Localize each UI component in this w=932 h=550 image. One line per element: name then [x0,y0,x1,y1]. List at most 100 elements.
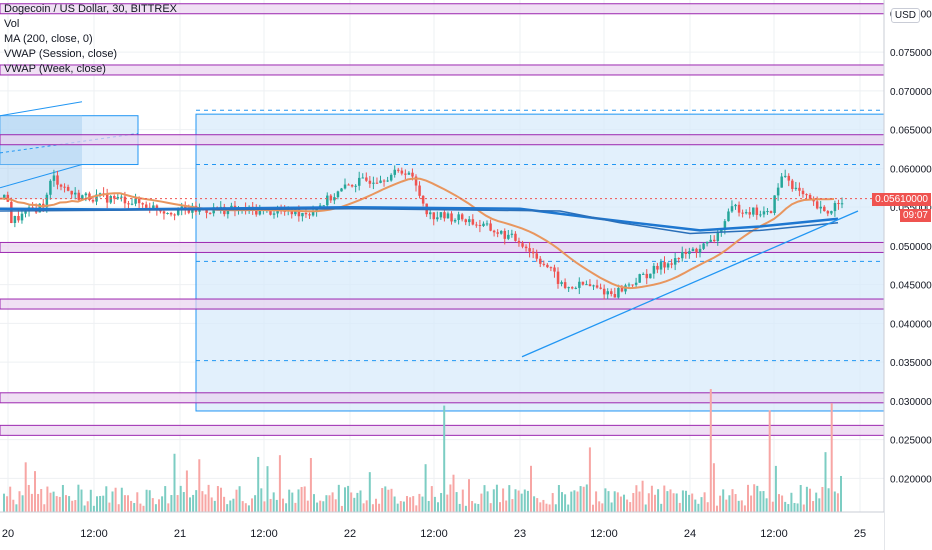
candle-body [670,263,673,265]
volume-bar [623,494,625,512]
volume-bar [241,501,244,512]
candle-body [169,213,173,215]
volume-bar [592,504,594,512]
volume-bar [821,486,824,512]
volume-bar [418,493,421,512]
currency-button[interactable]: USD [890,8,920,23]
left-zone-diagonal [0,164,83,189]
candle-body [436,217,439,220]
volume-bar [554,504,557,512]
candle-body [439,212,443,218]
indicator-ma[interactable]: MA (200, close, 0) [4,33,93,45]
volume-bar [375,498,377,512]
volume-bar [378,503,381,512]
volume-bar [220,487,222,512]
candle-body [297,209,301,217]
candle-body [492,230,496,233]
volume-bar [530,465,532,512]
candle-body [709,239,712,242]
candle-body [815,201,819,209]
volume-bar [647,493,650,512]
candle-body [620,288,624,292]
candle-body [642,273,645,275]
candle-body [301,213,304,217]
volume-bar [433,496,436,512]
candle-body [322,205,325,207]
volume-bar [812,501,815,512]
candle-body [578,281,581,288]
indicator-vwap-session[interactable]: VWAP (Session, close) [4,48,118,60]
candle-body [354,185,357,187]
volume-bar [347,485,350,512]
volume-bar [840,475,842,512]
volume-bar [331,492,334,512]
volume-bar [223,496,226,512]
volume-bar [505,500,508,512]
left-zone-diagonal [0,101,83,117]
y-tick-label: 0.06000000 [890,164,932,175]
volume-bar [471,501,474,512]
volume-bar [489,503,492,512]
volume-bar [182,492,185,512]
vwap-week-line [0,205,839,232]
volume-bar [477,503,480,512]
candle-body [63,186,66,188]
candle-body [471,219,475,225]
volume-bar [567,504,570,512]
volume-bar [12,499,15,512]
volume-bar [297,489,300,512]
volume-bar [561,492,563,512]
volume-bar [626,499,629,512]
volume-bar [387,489,390,512]
volume-bar [424,464,427,512]
volume-bar [294,502,297,512]
volume-bar [660,503,663,512]
candle-body [3,194,6,199]
candle-body [787,175,791,181]
volume-bar [213,500,216,512]
volume-bar [368,472,371,512]
volume-bar [610,502,613,512]
indicator-vwap-week[interactable]: VWAP (Week, close) [4,63,106,75]
candle-body [407,172,411,175]
volume-bar [127,495,129,512]
x-tick-label: 22 [344,528,356,540]
volume-bar [27,484,30,512]
volume-bar [55,496,58,512]
candle-body [496,232,499,234]
volume-bar [30,493,33,512]
volume-bar [604,488,607,512]
candle-body [258,209,262,215]
candle-body [656,265,659,270]
volume-bar [458,503,461,512]
volume-bar [449,484,452,512]
candle-body [833,203,837,212]
candle-body [808,194,812,199]
volume-bar [781,495,784,512]
volume-bar [427,500,430,512]
candle-body [361,177,365,179]
candle-body [560,282,563,284]
candle-body [610,291,613,295]
candle-body [475,224,478,226]
candle-body [531,251,535,254]
volume-bar [319,500,322,512]
candle-body [723,221,727,230]
candle-body [49,180,52,195]
candle-body [382,180,386,182]
candle-body [730,206,734,212]
indicator-volume[interactable]: Vol [4,18,20,30]
volume-bar [269,498,272,512]
candle-body [528,248,531,252]
volume-bar [492,489,495,512]
vwap-session-line [0,207,839,235]
y-tick-label: 0.05000000 [890,242,932,253]
symbol-title[interactable]: Dogecoin / US Dollar, 30, BITTREX [4,3,178,15]
candle-body [368,180,372,184]
candle-body [585,284,588,286]
candle-body [705,241,709,244]
candle-body [521,243,524,247]
candle-body [634,282,638,285]
candle-body [393,169,396,175]
